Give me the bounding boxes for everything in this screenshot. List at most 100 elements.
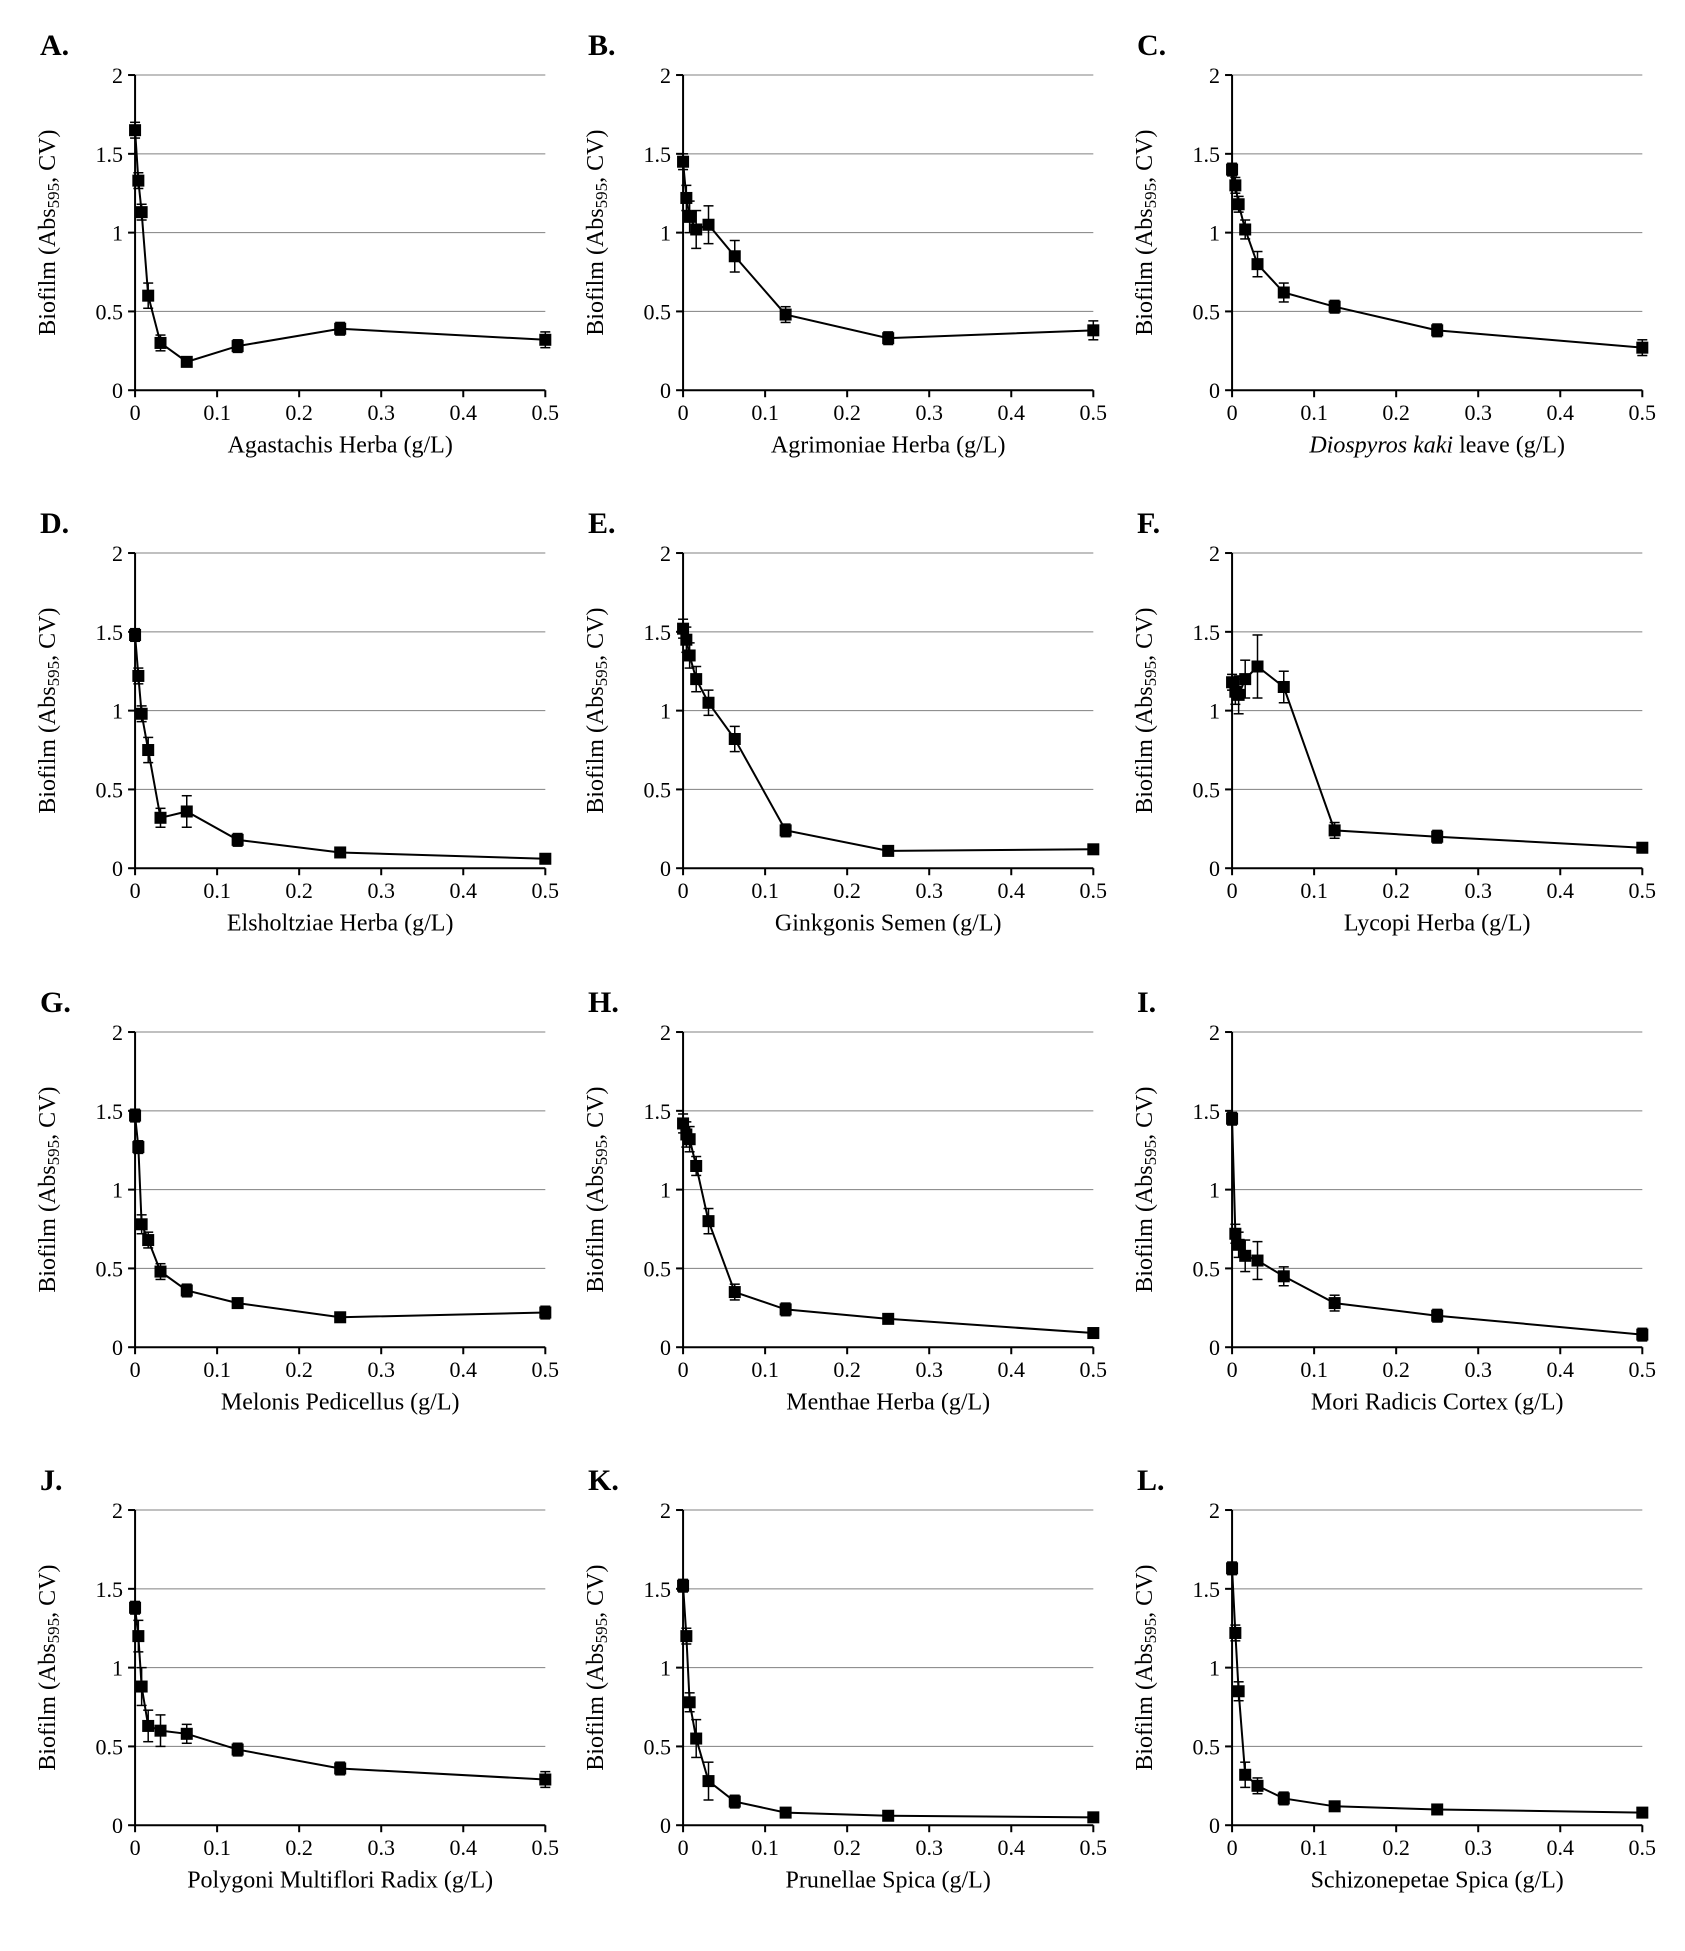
y-axis-label: Biofilm (Abs595, CV)	[583, 130, 611, 336]
data-marker	[232, 834, 244, 846]
x-tick-label: 0.1	[752, 1357, 780, 1382]
x-tick-label: 0.4	[1546, 1835, 1574, 1860]
y-tick-label: 0.5	[96, 1256, 123, 1281]
data-marker	[703, 1775, 715, 1787]
x-tick-label: 0.5	[1080, 879, 1108, 904]
x-tick-label: 0.1	[1300, 879, 1328, 904]
data-marker	[677, 623, 689, 635]
x-tick-label: 0.2	[1382, 1357, 1410, 1382]
x-tick-label: 0.3	[1464, 400, 1492, 425]
x-tick-label: 0.1	[203, 1357, 231, 1382]
data-marker	[1431, 324, 1443, 336]
y-tick-label: 0.5	[644, 1256, 672, 1281]
x-tick-label: 0.2	[834, 879, 862, 904]
panel-letter: E.	[588, 507, 616, 540]
data-marker	[684, 1133, 696, 1145]
panel-D: 00.511.5200.10.20.30.40.5D.Biofilm (Abs5…	[20, 498, 568, 976]
data-marker	[1229, 1227, 1241, 1239]
data-marker	[729, 733, 741, 745]
y-axis-label: Biofilm (Abs595, CV)	[583, 1086, 611, 1292]
data-line	[683, 1123, 1093, 1333]
data-line	[1232, 667, 1642, 848]
y-tick-label: 2	[1209, 1020, 1220, 1045]
data-marker	[334, 1311, 346, 1323]
data-marker	[780, 1806, 792, 1818]
x-tick-label: 0.3	[367, 400, 395, 425]
data-marker	[1431, 1309, 1443, 1321]
panel-G: 00.511.5200.10.20.30.40.5G.Biofilm (Abs5…	[20, 977, 568, 1455]
y-tick-label: 1	[112, 1177, 123, 1202]
data-marker	[691, 673, 703, 685]
chart-svg: 00.511.5200.10.20.30.40.5J.Biofilm (Abs5…	[20, 1455, 568, 1933]
x-tick-label: 0.4	[450, 1357, 478, 1382]
x-tick-label: 0.4	[998, 1357, 1026, 1382]
data-marker	[1239, 673, 1251, 685]
data-marker	[1226, 1112, 1238, 1124]
data-marker	[703, 697, 715, 709]
data-marker	[1232, 689, 1244, 701]
panel-letter: D.	[40, 507, 69, 540]
x-axis-label: Schizonepetae Spica (g/L)	[1310, 1867, 1563, 1893]
data-marker	[136, 708, 148, 720]
x-tick-label: 0	[678, 1835, 689, 1860]
chart-svg: 00.511.5200.10.20.30.40.5D.Biofilm (Abs5…	[20, 498, 568, 976]
y-tick-label: 0	[112, 378, 123, 403]
chart-svg: 00.511.5200.10.20.30.40.5B.Biofilm (Abs5…	[568, 20, 1116, 498]
data-marker	[1232, 1685, 1244, 1697]
panel-F: 00.511.5200.10.20.30.40.5F.Biofilm (Abs5…	[1117, 498, 1665, 976]
data-marker	[1431, 1803, 1443, 1815]
x-tick-label: 0.2	[285, 1357, 313, 1382]
y-tick-label: 2	[1209, 63, 1220, 88]
data-marker	[684, 1696, 696, 1708]
y-tick-label: 2	[660, 1498, 671, 1523]
data-marker	[1636, 1806, 1648, 1818]
data-marker	[129, 629, 141, 641]
panel-C: 00.511.5200.10.20.30.40.5C.Biofilm (Abs5…	[1117, 20, 1665, 498]
data-marker	[334, 1762, 346, 1774]
x-tick-label: 0.1	[203, 400, 231, 425]
y-tick-label: 1	[1209, 221, 1220, 246]
data-marker	[677, 1580, 689, 1592]
panel-J: 00.511.5200.10.20.30.40.5J.Biofilm (Abs5…	[20, 1455, 568, 1933]
x-tick-label: 0.2	[285, 879, 313, 904]
data-marker	[1277, 1270, 1289, 1282]
x-axis-label: Agrimoniae Herba (g/L)	[771, 432, 1006, 458]
y-tick-label: 0.5	[1192, 778, 1220, 803]
data-marker	[155, 1725, 167, 1737]
panel-E: 00.511.5200.10.20.30.40.5E.Biofilm (Abs5…	[568, 498, 1116, 976]
panel-K: 00.511.5200.10.20.30.40.5K.Biofilm (Abs5…	[568, 1455, 1116, 1933]
x-tick-label: 0.5	[1628, 879, 1656, 904]
data-marker	[539, 853, 551, 865]
chart-svg: 00.511.5200.10.20.30.40.5L.Biofilm (Abs5…	[1117, 1455, 1665, 1933]
data-marker	[142, 1720, 154, 1732]
data-marker	[1328, 1297, 1340, 1309]
data-marker	[1239, 1249, 1251, 1261]
x-tick-label: 0.4	[450, 400, 478, 425]
x-tick-label: 0.2	[285, 1835, 313, 1860]
y-tick-label: 1.5	[1192, 1577, 1220, 1602]
data-marker	[780, 1303, 792, 1315]
y-tick-label: 2	[660, 541, 671, 566]
data-marker	[136, 1218, 148, 1230]
x-tick-label: 0	[1226, 400, 1237, 425]
data-marker	[1277, 681, 1289, 693]
data-line	[1232, 170, 1642, 348]
x-tick-label: 0.2	[834, 1835, 862, 1860]
x-tick-label: 0.3	[367, 879, 395, 904]
y-tick-label: 1.5	[96, 1577, 123, 1602]
y-tick-label: 2	[112, 1498, 123, 1523]
data-marker	[691, 1160, 703, 1172]
x-axis-label: Ginkgonis Semen (g/L)	[775, 911, 1002, 937]
data-marker	[1636, 842, 1648, 854]
data-marker	[1229, 1627, 1241, 1639]
y-axis-label: Biofilm (Abs595, CV)	[35, 608, 63, 814]
x-tick-label: 0.1	[752, 879, 780, 904]
x-tick-label: 0.2	[1382, 879, 1410, 904]
data-marker	[681, 1630, 693, 1642]
data-marker	[232, 1743, 244, 1755]
x-tick-label: 0.5	[532, 1357, 560, 1382]
y-tick-label: 1	[112, 221, 123, 246]
chart-svg: 00.511.5200.10.20.30.40.5G.Biofilm (Abs5…	[20, 977, 568, 1455]
data-marker	[1251, 258, 1263, 270]
panel-letter: H.	[588, 986, 619, 1019]
